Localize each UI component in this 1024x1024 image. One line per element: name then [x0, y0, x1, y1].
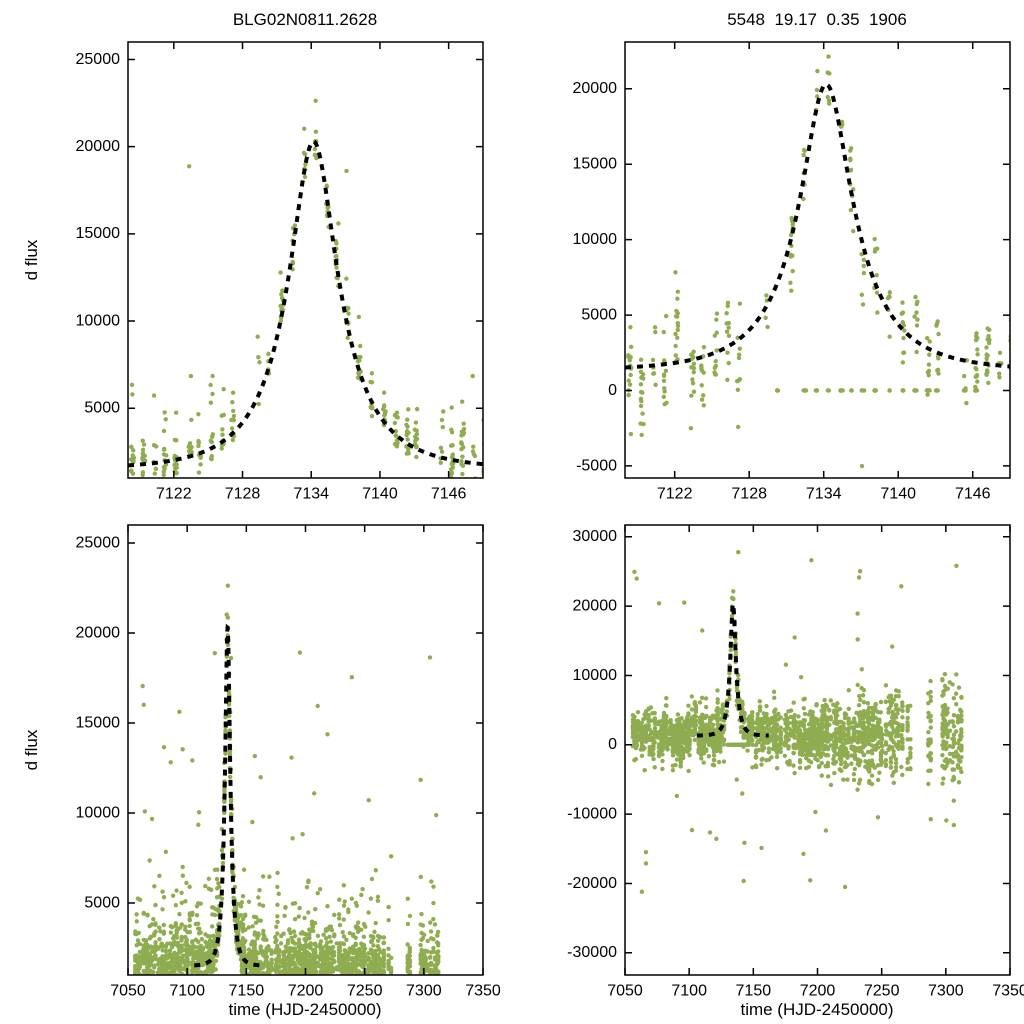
panel-title-top-left: BLG02N0811.2628 [232, 10, 378, 29]
x-axis-label-bottom-right: time (HJD-2450000) [740, 1000, 894, 1019]
y-axis-label-bottom: d flux [22, 729, 41, 771]
x-axis-label-bottom-left: time (HJD-2450000) [228, 1000, 382, 1019]
y-axis-label-top: d flux [22, 239, 41, 281]
panel-title-top-right: 5548 19.17 0.35 1906 [727, 10, 907, 29]
